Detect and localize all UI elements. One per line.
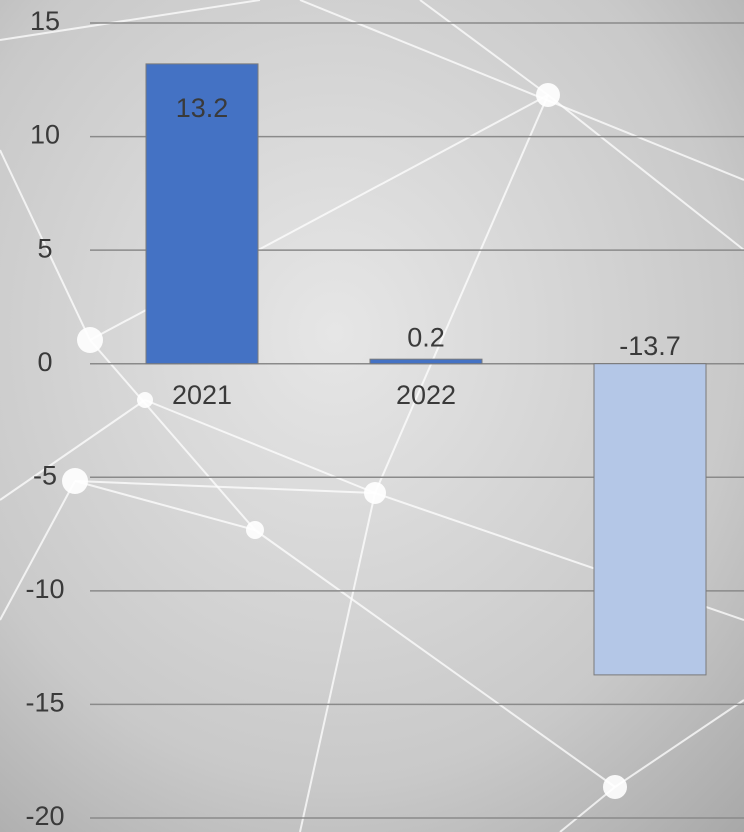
- y-tick-label: -5: [33, 460, 57, 490]
- y-tick-label: 10: [30, 120, 60, 150]
- data-label: 0.2: [407, 322, 445, 352]
- y-tick-label: -20: [25, 801, 64, 831]
- y-tick-label: -10: [25, 574, 64, 604]
- bar: [593, 363, 707, 676]
- plot-area: -20-15-10-5051015202120221H 202313.20.2-…: [25, 6, 744, 831]
- bar: [145, 63, 259, 365]
- y-tick-label: 15: [30, 6, 60, 36]
- y-tick-label: -15: [25, 688, 64, 718]
- x-tick-label: 2021: [172, 380, 232, 410]
- data-label: 13.2: [176, 93, 229, 123]
- bar: [369, 358, 483, 365]
- data-label: -13.7: [619, 331, 681, 361]
- x-tick-label: 2022: [396, 380, 456, 410]
- y-tick-label: 0: [37, 347, 52, 377]
- y-tick-label: 5: [37, 233, 52, 263]
